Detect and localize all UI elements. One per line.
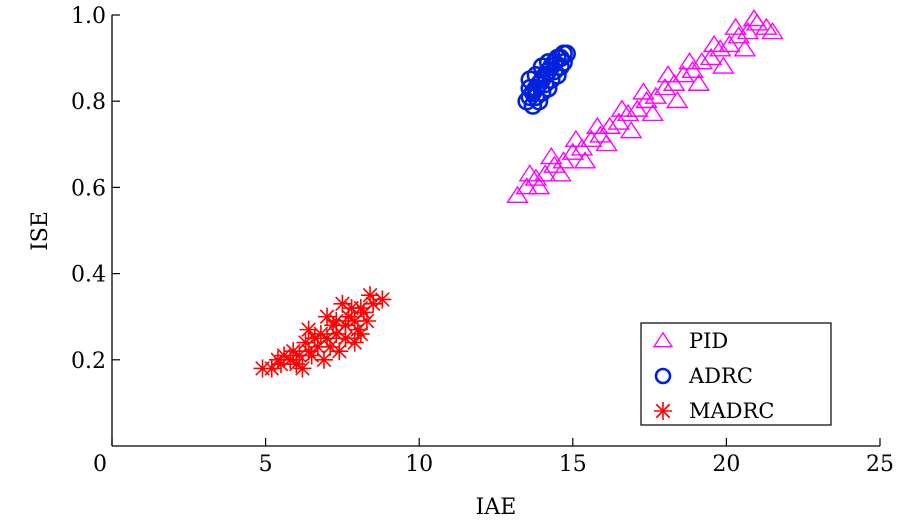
pid-point <box>570 138 594 156</box>
adrc-point <box>554 53 573 72</box>
madrc-point <box>302 346 321 365</box>
x-tick-label: 5 <box>259 452 273 477</box>
x-tick-label: 10 <box>405 452 433 477</box>
madrc-point <box>275 346 294 365</box>
pid-point <box>524 168 548 186</box>
pid-point <box>619 121 643 139</box>
pid-point <box>708 39 732 57</box>
x-tick-label: 25 <box>866 452 894 477</box>
legend-marker-madrc <box>654 402 672 420</box>
pid-point <box>573 151 597 169</box>
madrc-point <box>373 290 392 309</box>
pid-point <box>561 142 585 160</box>
x-tick-label: 15 <box>559 452 587 477</box>
pid-point <box>755 17 778 35</box>
pid-point <box>515 177 539 195</box>
x-tick-label: 20 <box>712 452 740 477</box>
pid-point <box>662 73 686 91</box>
adrc-point <box>538 78 558 98</box>
pid-point <box>656 65 680 83</box>
x-tick-label: 0 <box>93 452 107 477</box>
pid-point <box>641 103 664 122</box>
pid-point <box>589 125 612 143</box>
pid-point <box>653 77 677 96</box>
pid-point <box>699 47 723 66</box>
pid-point <box>506 185 529 204</box>
pid-point <box>533 164 557 182</box>
pid-point <box>595 134 618 152</box>
axes: 0 5 10 15 20 25 0.2 0.4 0.6 0.8 1.0 <box>71 4 894 477</box>
pid-point <box>681 60 704 79</box>
pid-point <box>610 99 634 117</box>
y-axis-label: ISE <box>28 211 53 251</box>
madrc-point <box>314 350 333 369</box>
pid-point <box>616 103 640 122</box>
adrc-point <box>526 87 546 107</box>
pid-point <box>579 129 603 147</box>
x-axis-label: IAE <box>476 495 517 520</box>
pid-point <box>761 21 784 40</box>
y-tick-label: 0.8 <box>71 90 106 115</box>
series-pid <box>506 9 784 204</box>
legend-box <box>640 322 832 426</box>
pid-point <box>718 34 741 53</box>
series-adrc <box>517 44 576 115</box>
madrc-point <box>293 359 312 378</box>
data-marks <box>253 9 784 378</box>
pid-point <box>742 9 766 27</box>
pid-point <box>727 26 750 44</box>
legend-label-adrc: ADRC <box>688 364 753 388</box>
pid-point <box>733 39 757 57</box>
pid-point <box>635 90 658 109</box>
pid-point <box>607 112 631 130</box>
madrc-point <box>333 294 352 313</box>
pid-point <box>549 164 572 182</box>
pid-point <box>665 90 689 109</box>
madrc-point <box>351 324 370 343</box>
legend-label-madrc: MADRC <box>689 399 774 423</box>
y-tick-label: 1.0 <box>71 4 106 29</box>
pid-point <box>626 99 649 117</box>
madrc-point <box>305 329 324 348</box>
adrc-point <box>520 70 540 89</box>
pid-point <box>687 73 711 91</box>
pid-point <box>598 116 621 135</box>
legend: PID ADRC MADRC <box>640 322 832 426</box>
pid-point <box>540 146 563 165</box>
madrc-point <box>361 286 380 305</box>
y-tick-label: 0.6 <box>71 176 106 201</box>
y-tick-label: 0.4 <box>71 263 106 288</box>
pid-point <box>724 17 747 35</box>
madrc-point <box>330 342 349 361</box>
adrc-point <box>529 91 549 111</box>
pid-point <box>527 177 551 195</box>
madrc-point <box>318 307 337 326</box>
pid-point <box>543 155 566 173</box>
series-madrc <box>253 286 392 378</box>
pid-point <box>672 65 695 83</box>
pid-point <box>586 116 609 135</box>
pid-point <box>702 34 726 53</box>
pid-point <box>564 129 588 147</box>
pid-point <box>632 82 655 100</box>
legend-entries: PID ADRC MADRC <box>652 329 774 423</box>
y-tick-label: 0.2 <box>71 349 106 374</box>
legend-label-pid: PID <box>689 329 728 353</box>
legend-marker-adrc <box>654 367 672 385</box>
pid-point <box>678 52 701 70</box>
pid-point <box>518 164 542 182</box>
legend-marker-pid <box>652 331 674 348</box>
pid-point <box>712 56 735 74</box>
pid-point <box>690 52 714 70</box>
madrc-point <box>299 320 318 339</box>
